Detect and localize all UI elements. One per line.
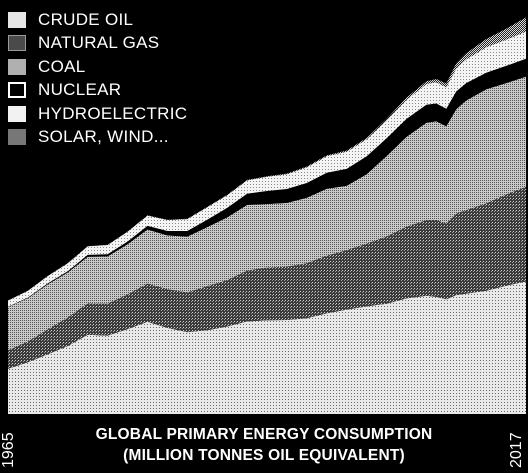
legend-label-hydroelectric: HYDROELECTRIC	[38, 103, 188, 123]
area-coal	[8, 76, 526, 351]
legend-item-natural-gas: NATURAL GAS	[8, 32, 187, 56]
chart-title: GLOBAL PRIMARY ENERGY CONSUMPTION	[95, 426, 433, 443]
legend-swatch-hydroelectric	[8, 105, 26, 122]
x-axis-start-year: 1965	[0, 432, 17, 468]
legend-swatch-crude-oil	[8, 11, 26, 28]
legend-item-solar-wind: SOLAR, WIND...	[8, 126, 187, 150]
area-natural-gas	[8, 186, 526, 369]
x-axis-end-year: 2017	[508, 432, 525, 468]
legend-swatch-solar-wind	[8, 129, 26, 146]
area-layers	[8, 17, 526, 414]
legend-label-natural-gas: NATURAL GAS	[38, 33, 160, 53]
legend-item-nuclear: NUCLEAR	[8, 79, 187, 103]
legend-item-hydroelectric: HYDROELECTRIC	[8, 102, 187, 126]
legend-label-solar-wind: SOLAR, WIND...	[38, 127, 169, 147]
legend-label-crude-oil: CRUDE OIL	[38, 9, 134, 29]
legend-item-crude-oil: CRUDE OIL	[8, 8, 187, 32]
legend-swatch-coal	[8, 58, 26, 75]
legend-label-coal: COAL	[38, 56, 86, 76]
legend-swatch-natural-gas	[8, 35, 26, 52]
chart-caption: GLOBAL PRIMARY ENERGY CONSUMPTION (MILLI…	[44, 424, 484, 466]
legend-label-nuclear: NUCLEAR	[38, 80, 122, 100]
area-nuclear	[8, 58, 526, 307]
area-hydroelectric	[8, 31, 526, 307]
chart-subtitle: (MILLION TONNES OIL EQUIVALENT)	[123, 447, 405, 464]
legend: CRUDE OIL NATURAL GAS COAL NUCLEAR HYDRO…	[8, 8, 187, 149]
legend-swatch-nuclear	[8, 82, 26, 99]
area-crude-oil	[8, 281, 526, 414]
legend-item-coal: COAL	[8, 55, 187, 79]
